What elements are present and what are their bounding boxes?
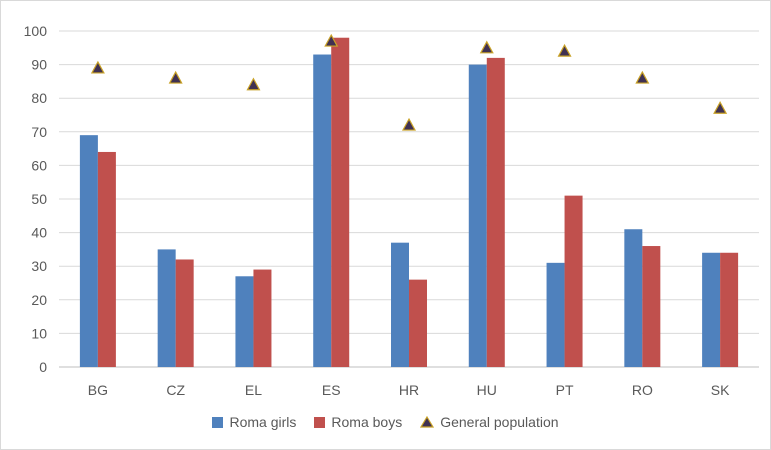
y-tick-label: 30 [31,258,47,274]
x-tick-label: SK [711,382,730,398]
x-tick-label: HU [477,382,497,398]
bar-roma-girls [546,262,565,367]
legend-label-roma-boys: Roma boys [331,414,403,430]
y-tick-label: 80 [31,90,47,106]
legend-triangle-icon [420,416,435,428]
legend-swatch-roma-boys [314,416,326,428]
marker-general-population [635,70,650,84]
legend-item-general-population: General population [420,414,559,430]
x-tick-label: RO [632,382,653,398]
legend-item-roma-girls: Roma girls [212,414,296,430]
marker-general-population [324,33,339,47]
marker-general-population [246,77,261,91]
y-tick-label: 50 [31,191,47,207]
marker-general-population [713,101,728,114]
marker-general-population [90,60,105,74]
y-tick-label: 20 [31,292,47,308]
legend-swatch-roma-girls [212,416,224,428]
bar-roma-boys [409,279,427,367]
bar-roma-boys [175,259,194,367]
x-tick-label: HR [399,382,419,398]
bar-roma-girls [313,54,332,368]
bar-roma-boys [642,246,661,367]
y-tick-label: 70 [31,124,47,140]
bar-roma-girls [702,252,721,367]
marker-general-population [479,40,494,54]
bar-roma-boys [486,57,505,367]
y-tick-label: 10 [31,325,47,341]
bar-roma-boys [97,151,116,367]
marker-general-population [557,43,572,57]
bar-roma-girls [624,229,643,367]
bar-roma-girls [79,135,98,367]
bar-roma-boys [720,252,739,367]
x-tick-label: EL [245,382,262,398]
bar-roma-girls [468,64,487,367]
y-tick-label: 60 [31,157,47,173]
legend-label-roma-girls: Roma girls [229,414,297,430]
x-tick-label: BG [88,382,108,398]
marker-general-population [401,117,417,131]
bar-roma-boys [331,37,350,367]
x-tick-label: ES [322,382,341,398]
legend-item-roma-boys: Roma boys [314,414,402,430]
x-tick-label: CZ [166,382,185,398]
legend-label-general-population: General population [440,414,559,430]
bar-roma-girls [391,242,409,367]
bar-roma-boys [564,195,583,367]
y-tick-label: 100 [24,23,48,39]
bar-roma-girls [157,249,176,367]
y-tick-label: 90 [31,57,47,73]
bar-roma-boys [253,269,272,367]
marker-general-population [168,70,183,84]
bar-roma-girls [235,276,254,367]
chart-svg: 0 10 20 30 40 50 60 70 80 90 100 BG CZ EL ES HR HU PT RO SK [24,23,759,398]
y-tick-label: 0 [39,359,47,375]
chart-legend: Roma girls Roma boys General population [0,414,771,430]
x-tick-label: PT [556,382,574,398]
y-tick-label: 40 [31,225,47,241]
